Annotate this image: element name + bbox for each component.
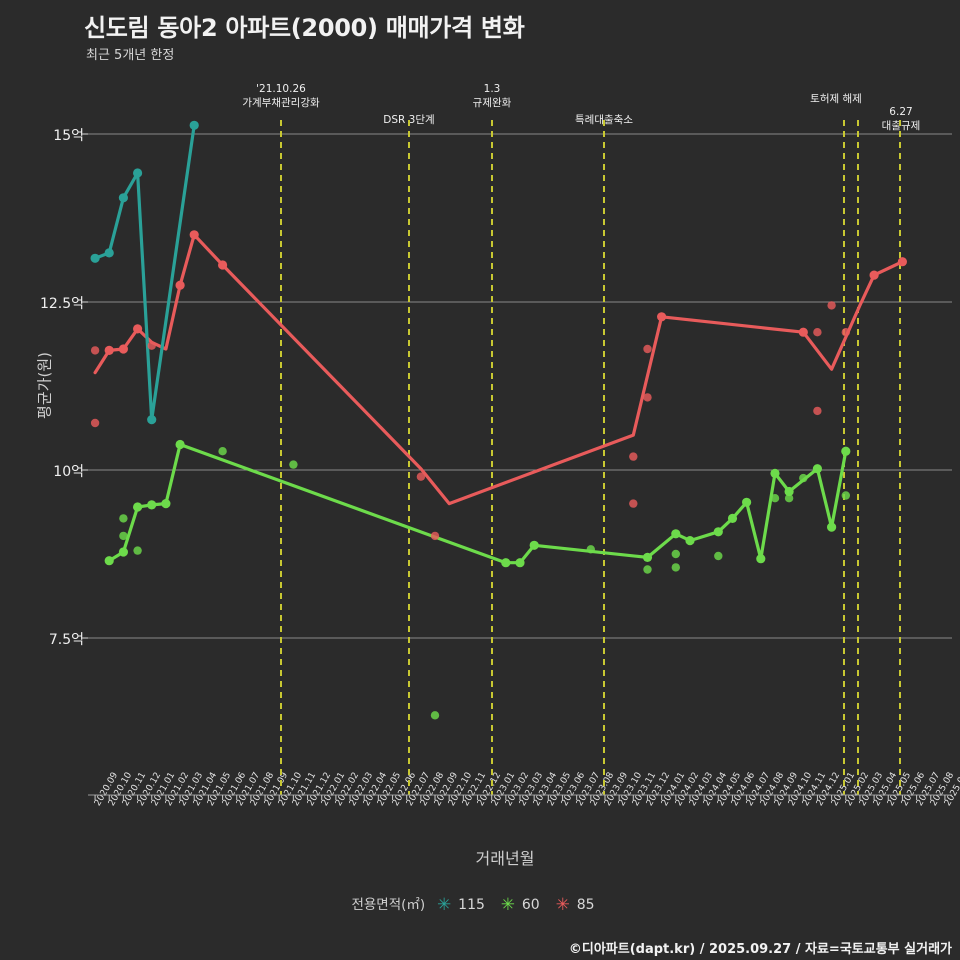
data-point-60[interactable]	[714, 551, 723, 561]
data-point-115[interactable]	[90, 253, 100, 263]
data-point-85[interactable]	[133, 324, 143, 334]
data-point-60[interactable]	[133, 546, 142, 555]
y-axis-ticks: 7.5억 10억 12.5억 15억	[0, 0, 84, 960]
data-point-85[interactable]	[657, 312, 667, 322]
data-point-60[interactable]	[175, 439, 185, 450]
data-point-60[interactable]	[218, 447, 227, 456]
data-point-60[interactable]	[104, 556, 114, 566]
data-point-60[interactable]	[742, 497, 752, 507]
event-annotation-line: 6.27	[889, 106, 913, 118]
page-subtitle: 최근 5개년 한정	[86, 48, 175, 63]
event-annotation-line: 토허제 해제	[810, 93, 862, 105]
data-point-85[interactable]	[189, 230, 199, 240]
data-point-60[interactable]	[841, 446, 851, 456]
data-point-60[interactable]	[289, 460, 298, 469]
y-tick-label: 15억	[53, 128, 84, 144]
data-point-60[interactable]	[770, 494, 780, 503]
footer-credit: ©디아파트(dapt.kr) / 2025.09.27 / 자료=국토교통부 실…	[568, 942, 952, 957]
data-point-60[interactable]	[841, 491, 850, 500]
legend-marker-icon: ✳	[500, 894, 516, 915]
data-point-85[interactable]	[813, 328, 822, 337]
legend: 전용면적(㎡) ✳ 115 ✳ 60 ✳ 85	[0, 893, 960, 913]
data-point-60[interactable]	[784, 486, 794, 497]
data-point-60[interactable]	[671, 563, 680, 572]
legend-item-85[interactable]: ✳ 85	[554, 894, 595, 915]
data-point-85[interactable]	[104, 345, 114, 355]
data-point-115[interactable]	[147, 415, 157, 425]
data-point-85[interactable]	[90, 418, 100, 428]
data-point-60[interactable]	[784, 494, 794, 503]
data-point-85[interactable]	[90, 346, 100, 355]
data-point-85[interactable]	[118, 344, 128, 354]
data-point-60[interactable]	[643, 565, 652, 574]
data-point-60[interactable]	[799, 473, 808, 483]
y-tick-label: 12.5억	[39, 296, 84, 312]
data-point-60[interactable]	[430, 711, 440, 720]
data-point-60[interactable]	[685, 536, 695, 546]
data-point-60[interactable]	[671, 529, 681, 539]
data-point-85[interactable]	[643, 344, 652, 354]
legend-label: 85	[576, 897, 595, 913]
data-point-60[interactable]	[529, 540, 539, 550]
data-point-60[interactable]	[727, 513, 738, 524]
page-title: 신도림 동아2 아파트(2000) 매매가격 변화	[84, 14, 525, 42]
data-point-85[interactable]	[629, 499, 638, 508]
data-point-60[interactable]	[119, 531, 128, 541]
x-axis-label: 거래년월	[475, 849, 535, 868]
data-point-85[interactable]	[218, 260, 228, 270]
data-point-60[interactable]	[713, 527, 723, 537]
series-line-115	[93, 123, 196, 422]
data-point-60[interactable]	[770, 468, 780, 478]
data-point-85[interactable]	[643, 393, 652, 402]
data-point-85[interactable]	[897, 257, 908, 267]
event-annotation-line: 가계부채관리강화	[242, 97, 320, 109]
data-point-60[interactable]	[501, 558, 511, 568]
data-point-115[interactable]	[133, 168, 143, 178]
event-annotation: 토허제 해제	[756, 92, 916, 106]
legend-title: 전용면적(㎡)	[351, 897, 426, 913]
legend-item-60[interactable]: ✳ 60	[499, 894, 540, 915]
y-tick-label: 7.5억	[48, 632, 84, 648]
event-annotation: 1.3 규제완화	[412, 82, 572, 110]
event-annotation-line: 규제완화	[472, 97, 512, 109]
legend-marker-icon: ✳	[555, 894, 570, 915]
data-point-60[interactable]	[756, 554, 766, 564]
data-point-60[interactable]	[147, 500, 157, 510]
data-point-60[interactable]	[586, 545, 595, 554]
data-point-85[interactable]	[175, 280, 185, 290]
data-point-85[interactable]	[416, 472, 426, 481]
data-point-115[interactable]	[189, 120, 199, 130]
data-point-60[interactable]	[642, 552, 653, 563]
event-annotation-line: '21.10.26	[256, 83, 306, 95]
data-point-60[interactable]	[671, 549, 680, 559]
event-annotation-line: 1.3	[483, 83, 501, 95]
data-point-60[interactable]	[118, 547, 128, 557]
data-point-60[interactable]	[812, 464, 823, 474]
data-point-115[interactable]	[104, 248, 114, 258]
series-line-85	[93, 233, 904, 506]
data-point-85[interactable]	[827, 301, 836, 310]
data-point-85[interactable]	[629, 452, 638, 461]
data-point-85[interactable]	[813, 406, 822, 416]
data-point-60[interactable]	[515, 558, 525, 568]
data-point-85[interactable]	[147, 341, 156, 350]
legend-label: 60	[521, 897, 540, 913]
data-point-60[interactable]	[133, 502, 143, 512]
data-point-60[interactable]	[119, 514, 128, 523]
legend-label: 115	[458, 897, 485, 913]
data-point-85[interactable]	[798, 327, 808, 337]
event-annotation: '21.10.26 가계부채관리강화	[201, 82, 361, 110]
legend-marker-icon: ✳	[437, 894, 452, 915]
legend-item-115[interactable]: ✳ 115	[435, 894, 485, 915]
y-tick-label: 10억	[53, 464, 84, 480]
data-point-60[interactable]	[827, 522, 837, 532]
data-point-115[interactable]	[118, 193, 128, 203]
data-point-85[interactable]	[841, 328, 850, 337]
data-point-85[interactable]	[430, 531, 440, 541]
data-point-60[interactable]	[161, 499, 171, 509]
series-line-60	[107, 442, 848, 565]
data-point-85[interactable]	[869, 270, 879, 280]
